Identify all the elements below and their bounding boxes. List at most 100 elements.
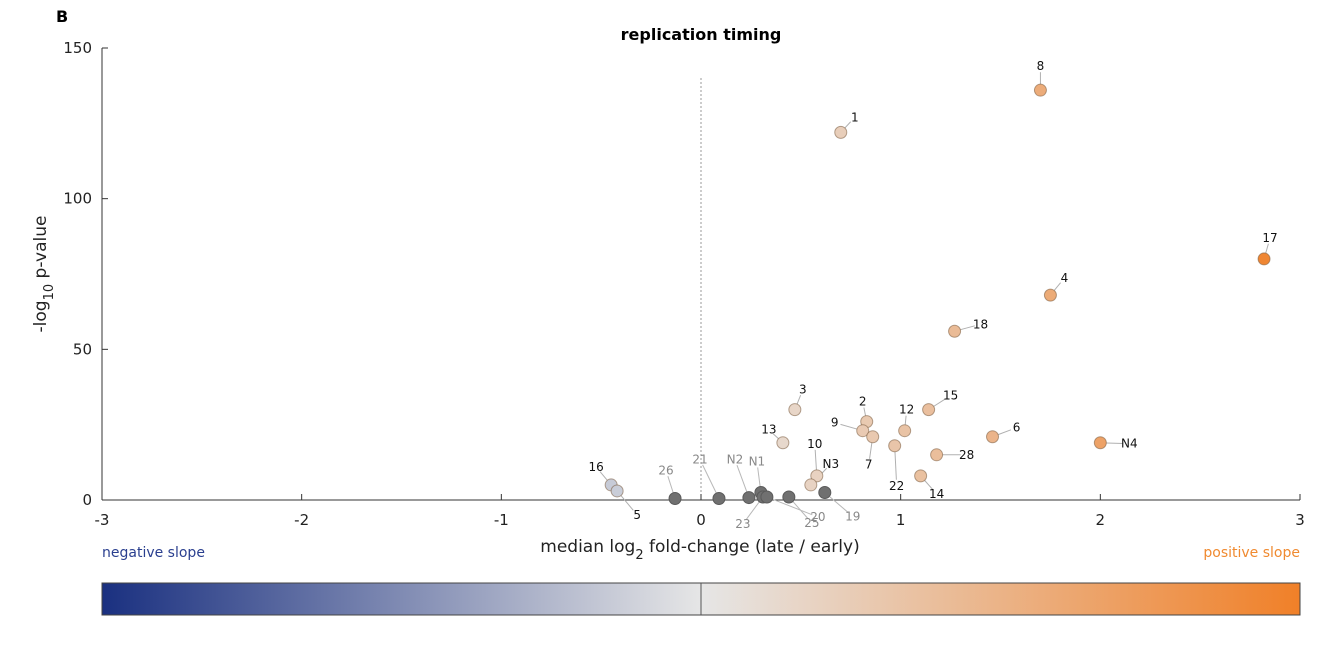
data-point-1 bbox=[834, 125, 848, 139]
x-tick-label: 1 bbox=[896, 511, 906, 529]
point-label-13: 13 bbox=[761, 423, 776, 437]
data-point-3 bbox=[788, 403, 802, 417]
data-point-28 bbox=[930, 448, 944, 462]
data-point-6 bbox=[986, 430, 1000, 444]
leader-line bbox=[1106, 442, 1124, 445]
point-label-3: 3 bbox=[799, 383, 807, 397]
point-label-N3: N3 bbox=[823, 457, 840, 471]
point-label-26: 26 bbox=[658, 463, 673, 477]
leader-line bbox=[960, 325, 975, 331]
data-point-14 bbox=[914, 469, 928, 483]
x-axis-label: median log2 fold-change (late / early) bbox=[540, 537, 859, 563]
leader-line bbox=[667, 476, 674, 493]
y-tick-label: 0 bbox=[82, 491, 92, 509]
x-axis-label-post: fold-change (late / early) bbox=[644, 537, 860, 557]
leader-line bbox=[736, 465, 748, 493]
x-tick-label: 0 bbox=[696, 511, 706, 529]
x-tick-label: 3 bbox=[1295, 511, 1305, 529]
leader-line bbox=[702, 464, 717, 494]
point-label-2: 2 bbox=[859, 395, 867, 409]
leader-line bbox=[863, 407, 867, 416]
data-point-20 bbox=[760, 490, 774, 504]
leader-line bbox=[997, 429, 1012, 436]
data-point-5 bbox=[610, 484, 624, 498]
leader-line bbox=[746, 501, 760, 520]
leader-line bbox=[620, 495, 634, 511]
data-point-N3 bbox=[804, 478, 818, 492]
x-axis-label-sub: 2 bbox=[635, 548, 643, 563]
point-label-22: 22 bbox=[889, 479, 904, 493]
x-tick-label: 2 bbox=[1096, 511, 1106, 529]
leader-line bbox=[599, 471, 608, 481]
leader-line bbox=[1053, 282, 1061, 291]
point-label-28: 28 bbox=[959, 448, 974, 462]
y-axis-label-pre: -log bbox=[31, 300, 51, 332]
data-point-25 bbox=[782, 490, 796, 504]
data-point-8 bbox=[1033, 83, 1047, 97]
y-tick-label: 100 bbox=[63, 190, 92, 208]
point-label-4: 4 bbox=[1061, 271, 1069, 285]
data-point-22 bbox=[888, 439, 902, 453]
leader-line bbox=[772, 498, 813, 516]
point-label-8: 8 bbox=[1037, 59, 1045, 73]
y-tick-label: 150 bbox=[63, 39, 92, 57]
leader-line bbox=[796, 394, 802, 405]
chart-title: replication timing bbox=[621, 25, 782, 44]
x-axis-label-pre: median log bbox=[540, 537, 635, 557]
leader-line bbox=[894, 451, 897, 480]
leader-line bbox=[1265, 243, 1269, 254]
point-label-18: 18 bbox=[973, 317, 988, 331]
data-point-9 bbox=[856, 424, 870, 438]
leader-line bbox=[844, 121, 852, 129]
data-point-N4 bbox=[1093, 436, 1107, 450]
point-label-15: 15 bbox=[943, 389, 958, 403]
data-point-7 bbox=[866, 430, 880, 444]
point-label-25: 25 bbox=[804, 516, 819, 530]
positive-slope-label: positive slope bbox=[1203, 545, 1300, 561]
point-label-16: 16 bbox=[589, 460, 604, 474]
leader-line bbox=[757, 467, 761, 487]
leader-line bbox=[933, 398, 946, 407]
x-tick-label: -2 bbox=[294, 511, 309, 529]
point-label-14: 14 bbox=[929, 487, 944, 501]
y-axis-label: -log10 p-value bbox=[31, 216, 57, 333]
panel-letter: B bbox=[56, 7, 68, 26]
point-label-1: 1 bbox=[851, 110, 859, 124]
point-label-N1: N1 bbox=[749, 454, 766, 468]
point-label-12: 12 bbox=[899, 403, 914, 417]
leader-line bbox=[869, 442, 873, 459]
data-point-17 bbox=[1257, 252, 1271, 266]
data-point-15 bbox=[922, 403, 936, 417]
negative-slope-label: negative slope bbox=[102, 545, 205, 561]
point-label-9: 9 bbox=[831, 416, 839, 430]
data-point-26 bbox=[668, 491, 682, 505]
leader-line bbox=[840, 423, 858, 430]
point-label-N2: N2 bbox=[727, 453, 744, 467]
leader-line bbox=[829, 495, 849, 513]
data-point-10 bbox=[810, 469, 824, 483]
data-point-12 bbox=[898, 424, 912, 438]
data-point-19 bbox=[818, 485, 832, 499]
point-label-5: 5 bbox=[633, 508, 641, 522]
leader-line bbox=[814, 449, 817, 470]
data-point-4 bbox=[1043, 288, 1057, 302]
x-tick-label: -3 bbox=[95, 511, 110, 529]
data-point-N2 bbox=[742, 491, 756, 505]
y-axis-label-sub: 10 bbox=[42, 284, 57, 301]
leader-line bbox=[904, 415, 907, 425]
point-label-17: 17 bbox=[1262, 231, 1277, 245]
data-point-18 bbox=[948, 324, 962, 338]
point-label-23: 23 bbox=[735, 517, 750, 531]
x-tick-label: -1 bbox=[494, 511, 509, 529]
point-label-20: 20 bbox=[810, 510, 825, 524]
leader-line bbox=[924, 480, 934, 490]
point-label-7: 7 bbox=[865, 458, 873, 472]
point-label-N4: N4 bbox=[1121, 437, 1138, 451]
point-label-19: 19 bbox=[845, 509, 860, 523]
leader-line bbox=[772, 433, 779, 440]
data-points bbox=[604, 83, 1271, 505]
y-tick-label: 50 bbox=[73, 340, 92, 358]
